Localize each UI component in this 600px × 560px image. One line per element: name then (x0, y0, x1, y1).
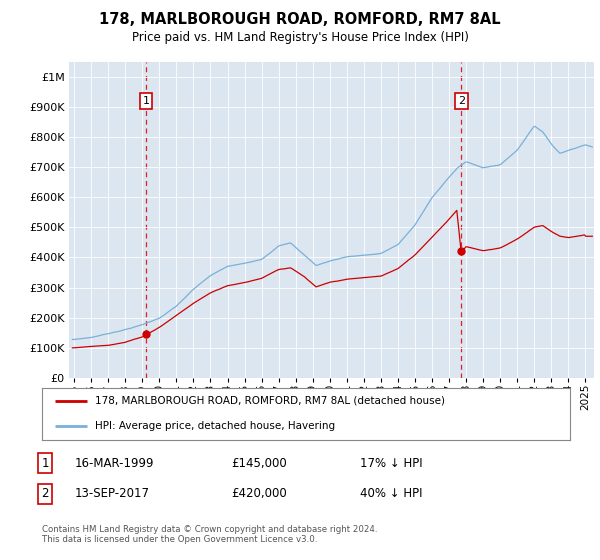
Text: 1: 1 (41, 456, 49, 470)
Text: 178, MARLBOROUGH ROAD, ROMFORD, RM7 8AL: 178, MARLBOROUGH ROAD, ROMFORD, RM7 8AL (99, 12, 501, 27)
Text: HPI: Average price, detached house, Havering: HPI: Average price, detached house, Have… (95, 421, 335, 431)
Text: 2: 2 (458, 96, 465, 106)
Text: 40% ↓ HPI: 40% ↓ HPI (360, 487, 422, 501)
Text: Price paid vs. HM Land Registry's House Price Index (HPI): Price paid vs. HM Land Registry's House … (131, 31, 469, 44)
Text: 1: 1 (142, 96, 149, 106)
Text: 178, MARLBOROUGH ROAD, ROMFORD, RM7 8AL (detached house): 178, MARLBOROUGH ROAD, ROMFORD, RM7 8AL … (95, 395, 445, 405)
Text: Contains HM Land Registry data © Crown copyright and database right 2024.
This d: Contains HM Land Registry data © Crown c… (42, 525, 377, 544)
Text: 13-SEP-2017: 13-SEP-2017 (75, 487, 150, 501)
Text: £145,000: £145,000 (231, 456, 287, 470)
Text: £420,000: £420,000 (231, 487, 287, 501)
Text: 16-MAR-1999: 16-MAR-1999 (75, 456, 155, 470)
Text: 2: 2 (41, 487, 49, 501)
Text: 17% ↓ HPI: 17% ↓ HPI (360, 456, 422, 470)
